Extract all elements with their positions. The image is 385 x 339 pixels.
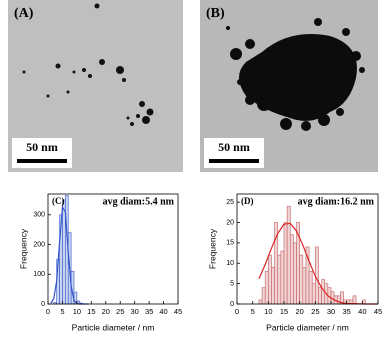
image-a: 50 nm (A) — [8, 0, 183, 172]
scale-bar — [209, 159, 259, 163]
annotation: avg diam:5.4 nm — [103, 196, 175, 207]
y-tick-label: 0 — [230, 301, 234, 308]
bar — [271, 267, 275, 305]
bar — [315, 246, 319, 305]
panel-label: (A) — [14, 6, 34, 21]
x-axis-label: Particle diameter / nm — [266, 322, 349, 332]
bar — [311, 283, 316, 305]
x-tick-label: 30 — [327, 307, 335, 316]
y-tick-label: 15 — [226, 240, 234, 247]
y-tick-label: 100 — [33, 271, 45, 278]
scale-label: 50 nm — [218, 140, 250, 154]
y-tick-label: 300 — [33, 212, 45, 219]
y-tick-label: 5 — [230, 280, 234, 287]
x-tick-label: 45 — [174, 307, 182, 316]
fit-curve — [258, 222, 378, 305]
bar — [318, 287, 322, 305]
x-tick-label: 5 — [60, 307, 64, 316]
x-axis-label: Particle diameter / nm — [72, 322, 155, 332]
y-tick-label: 0 — [41, 301, 45, 308]
panel-label: (D) — [241, 196, 254, 206]
x-tick-label: 40 — [358, 307, 366, 316]
bar — [289, 234, 294, 305]
x-tick-label: 0 — [235, 307, 239, 316]
bar — [268, 254, 272, 305]
bar — [308, 271, 313, 305]
plot-frame — [47, 193, 179, 305]
bar — [283, 222, 288, 305]
x-tick-label: 20 — [102, 307, 110, 316]
bar — [352, 295, 357, 305]
chart: 0 100 200 300 0 5 10 15 20 25 30 35 40 45 Particle dia… — [18, 193, 182, 332]
bar — [62, 199, 66, 305]
x-tick-label: 35 — [342, 307, 350, 316]
x-tick-label: 15 — [87, 307, 95, 316]
x-tick-label: 45 — [374, 307, 382, 316]
bar — [264, 271, 269, 305]
bar — [280, 250, 285, 305]
x-tick-label: 5 — [251, 307, 255, 316]
x-tick-label: 40 — [159, 307, 167, 316]
y-tick-label: 200 — [33, 241, 45, 248]
particles — [226, 18, 365, 131]
bar — [299, 254, 304, 305]
x-tick-label: 30 — [130, 307, 138, 316]
x-tick-label: 25 — [311, 307, 319, 316]
scale-bar — [17, 159, 67, 163]
x-tick-label: 25 — [116, 307, 124, 316]
chart: 0 5 10 15 20 25 0 5 10 15 20 25 30 35 40 45 Particle dia… — [207, 193, 382, 332]
y-tick-label: 25 — [226, 199, 234, 206]
x-tick-label: 15 — [280, 307, 288, 316]
image-b: 50 nm (B) — [200, 0, 378, 172]
bar — [261, 287, 266, 305]
x-tick-label: 35 — [145, 307, 153, 316]
y-tick-label: 10 — [226, 260, 234, 267]
annotation: avg diam:16.2 nm — [298, 196, 375, 207]
x-tick-label: 10 — [73, 307, 81, 316]
particles — [22, 3, 154, 126]
scale-label: 50 nm — [26, 140, 58, 154]
bar — [277, 254, 282, 305]
x-tick-label: 0 — [46, 307, 50, 316]
y-tick-label: 20 — [226, 219, 234, 226]
bar — [286, 205, 291, 305]
x-tick-label: 20 — [295, 307, 303, 316]
panel-label: (B) — [206, 6, 225, 21]
y-axis-label: Frequency — [207, 228, 217, 269]
bar — [302, 267, 307, 305]
y-axis-label: Frequency — [18, 228, 28, 269]
bar — [258, 299, 263, 305]
bar — [293, 242, 297, 305]
panel-label: (C) — [52, 196, 65, 206]
plot-frame — [236, 193, 379, 305]
x-tick-label: 10 — [264, 307, 272, 316]
